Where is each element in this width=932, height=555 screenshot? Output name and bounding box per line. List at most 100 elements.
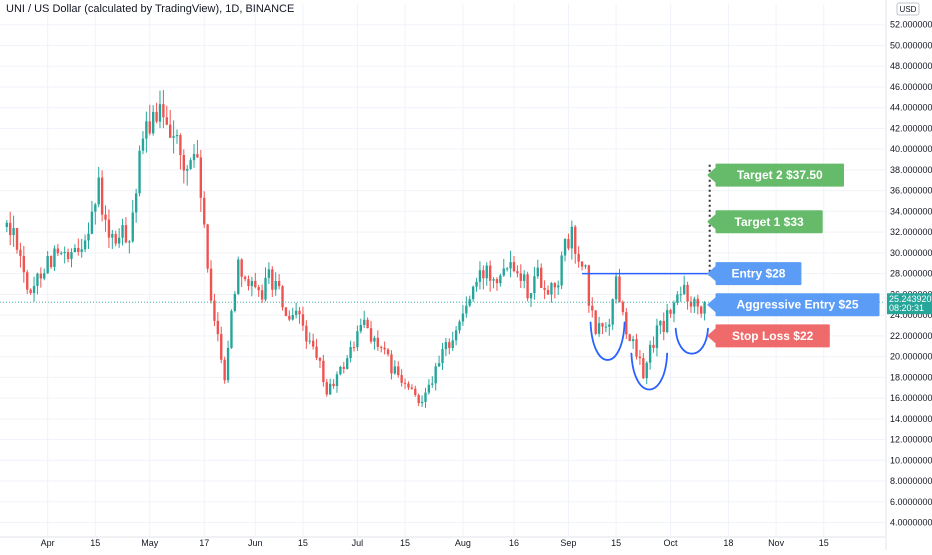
candle-body (352, 347, 356, 349)
candle-body (618, 276, 621, 303)
candle-body (676, 294, 679, 303)
left-shoulder-arc (589, 321, 626, 361)
chart-title: UNI / US Dollar (calculated by TradingVi… (6, 3, 294, 15)
candle-body (652, 344, 655, 348)
candle-body (485, 265, 488, 279)
y-tick-label: 30.0000000 (890, 248, 932, 258)
annotation-callout[interactable]: Stop Loss $22 (707, 324, 830, 348)
candle-body (625, 312, 628, 335)
x-tick-label: 17 (199, 538, 209, 548)
candle-body (417, 394, 420, 404)
y-tick-label: 18.0000000 (890, 372, 932, 382)
y-tick-label: 42.0000000 (890, 123, 932, 133)
candle-body (533, 276, 536, 294)
x-tick-label: Aug (455, 538, 471, 548)
candle-body (621, 302, 625, 313)
time-axis[interactable]: Apr 15 May 17 Jun 15 Jul 15 Aug 16 Sep 15 Oct 18 Nov 15 (41, 538, 829, 548)
candle-body (577, 253, 580, 262)
candle-body (400, 375, 403, 383)
x-tick-label: 18 (723, 538, 733, 548)
candle-body (516, 271, 519, 274)
candle-body (49, 256, 53, 268)
candle-body (700, 306, 703, 314)
candle-body (587, 265, 591, 306)
candle-body (502, 268, 505, 276)
candle-body (546, 289, 550, 295)
y-tick-label: 34.0000000 (890, 206, 932, 216)
candle-body (665, 310, 669, 332)
candle-body (206, 224, 209, 269)
candle-body (284, 307, 288, 317)
candle-body (94, 204, 97, 212)
candle-body (519, 273, 522, 281)
candle-body (557, 285, 560, 288)
annotation-bubble (707, 163, 845, 187)
annotation-bubble (707, 262, 802, 286)
x-tick-label: May (141, 538, 159, 548)
candle-body (488, 265, 492, 281)
candle-body (563, 239, 567, 256)
y-tick-label: 12.0000000 (890, 435, 932, 445)
candle-body (383, 347, 386, 350)
currency-label[interactable]: USD (896, 2, 920, 16)
candle-body (584, 265, 587, 267)
candle-body (458, 321, 461, 331)
candle-body (97, 177, 100, 205)
candle-body (291, 314, 294, 320)
candle-body (642, 358, 645, 379)
candle-body (46, 256, 49, 274)
candle-body (322, 360, 325, 383)
candle-body (281, 286, 284, 308)
candle-body (315, 346, 318, 358)
y-tick-label: 20.0000000 (890, 352, 932, 362)
price-scale-background (887, 0, 932, 550)
candle-body (611, 299, 614, 325)
candle-body (237, 259, 240, 294)
candle-body (471, 286, 475, 300)
candle-body (560, 255, 563, 286)
candle-body (254, 280, 257, 288)
candle-body (124, 225, 128, 243)
annotation-callout[interactable]: Target 1 $33 (707, 210, 823, 234)
candle-body (63, 251, 66, 253)
candle-body (169, 124, 172, 138)
y-tick-label: 38.0000000 (890, 165, 932, 175)
candle-body (189, 160, 192, 169)
candle-body (380, 346, 383, 348)
candle-body (267, 269, 271, 278)
candle-body (628, 334, 631, 342)
candle-body (131, 212, 134, 242)
y-tick-label: 32.0000000 (890, 227, 932, 237)
candle-body (22, 255, 26, 273)
annotation-callout[interactable]: Target 2 $37.50 (707, 163, 845, 187)
candle-body (468, 299, 471, 306)
candle-body (141, 138, 145, 151)
x-tick-label: 15 (298, 538, 308, 548)
y-tick-label: 6.0000000 (890, 497, 932, 507)
candle-body (305, 325, 308, 342)
y-tick-label: 50.0000000 (890, 40, 932, 50)
candle-body (608, 324, 611, 327)
candle-body (260, 290, 264, 300)
candle-body (604, 326, 608, 328)
candle-body (196, 154, 199, 158)
candle-body (580, 261, 584, 267)
candle-body (672, 302, 676, 314)
annotation-callout[interactable]: Aggressive Entry $25 (707, 293, 880, 317)
candle-body (407, 383, 410, 388)
candle-body (104, 214, 107, 220)
y-tick-label: 46.0000000 (890, 82, 932, 92)
candle-body (70, 252, 73, 259)
candle-body (100, 177, 104, 215)
candle-body (162, 104, 165, 118)
candle-body (543, 287, 546, 290)
candle-body (339, 366, 342, 375)
current-price-tag[interactable] (887, 293, 932, 315)
candle-body (243, 276, 247, 280)
price-axis[interactable]: 52.0000000 50.0000000 48.0000000 46.0000000… (887, 20, 932, 528)
annotation-bubble (707, 293, 880, 317)
annotation-callout[interactable]: Entry $28 (707, 262, 802, 286)
candle-body (614, 276, 618, 300)
x-tick-label: Sep (560, 538, 576, 548)
